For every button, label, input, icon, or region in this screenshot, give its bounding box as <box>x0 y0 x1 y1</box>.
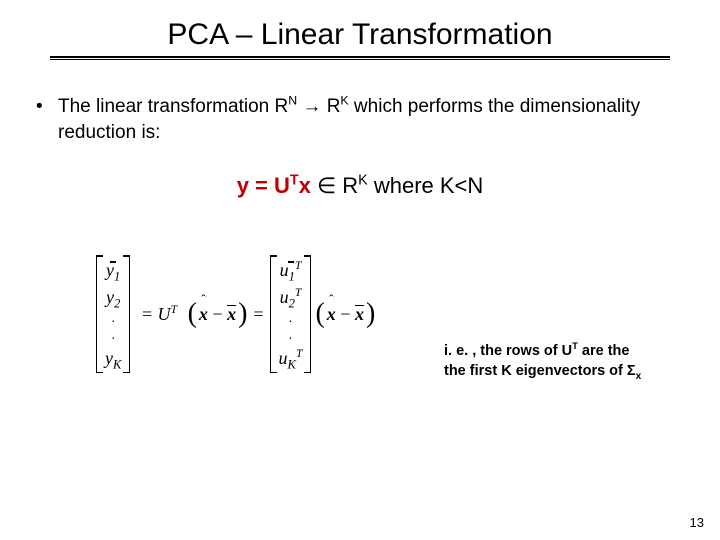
xbar2: x <box>355 304 364 325</box>
ydot1: . <box>111 315 115 323</box>
title-underline <box>50 56 670 60</box>
xhat1: x <box>199 304 208 325</box>
bullet-marker: • <box>36 94 58 120</box>
yK: yK <box>105 349 121 367</box>
eq-lhs: y = UTx <box>237 173 311 198</box>
eq-sup-t: T <box>290 173 299 189</box>
paren1: (x − x) <box>188 298 248 330</box>
note-l2a: the first K eigenvectors of Σ <box>444 363 636 379</box>
minus1: − <box>208 304 227 324</box>
eq-x: x <box>299 173 311 198</box>
y1: y1 <box>106 261 120 279</box>
equation-line: y = UTx ∈ RK where K<N <box>36 173 684 199</box>
slide-title: PCA – Linear Transformation <box>30 18 690 52</box>
minus2: − <box>336 304 355 324</box>
eq-mid2: = <box>253 304 263 325</box>
slide: PCA – Linear Transformation • The linear… <box>0 0 720 540</box>
u1: u1T <box>280 261 302 279</box>
note-l1b: are the <box>578 343 630 359</box>
udot2: . <box>289 332 293 340</box>
note-l2sub: x <box>636 370 642 381</box>
eq-lhs-text: y = U <box>237 173 290 198</box>
udot1: . <box>289 315 293 323</box>
note-l1a: i. e. , the rows of U <box>444 343 572 359</box>
bullet-arrow: → R <box>297 96 340 117</box>
content-area: • The linear transformation RN → RK whic… <box>30 94 690 373</box>
u-vector: u1T u2T . . uKT <box>270 255 312 373</box>
eq-memb: ∈ R <box>311 173 358 198</box>
page-number: 13 <box>690 515 704 530</box>
y2: y2 <box>106 288 120 306</box>
eq-sup-k: K <box>358 173 368 189</box>
bullet-sup-k: K <box>340 94 348 108</box>
ydot2: . <box>111 332 115 340</box>
xbar1: x <box>227 304 236 325</box>
bullet-item: • The linear transformation RN → RK whic… <box>36 94 684 145</box>
bullet-text: The linear transformation RN → RK which … <box>58 94 684 145</box>
uK: uKT <box>279 349 303 367</box>
side-note: i. e. , the rows of UT are the the first… <box>444 342 674 381</box>
u2: u2T <box>280 288 302 306</box>
eq-cond: where K<N <box>368 173 484 198</box>
xhat2: x <box>327 304 336 325</box>
paren2: (x − x) <box>315 298 375 330</box>
bullet-sup-n: N <box>288 94 297 108</box>
y-vector: y1 y2 . . yK <box>96 255 130 373</box>
eq-mid1: = UT <box>136 304 181 325</box>
bullet-pre: The linear transformation R <box>58 96 288 117</box>
